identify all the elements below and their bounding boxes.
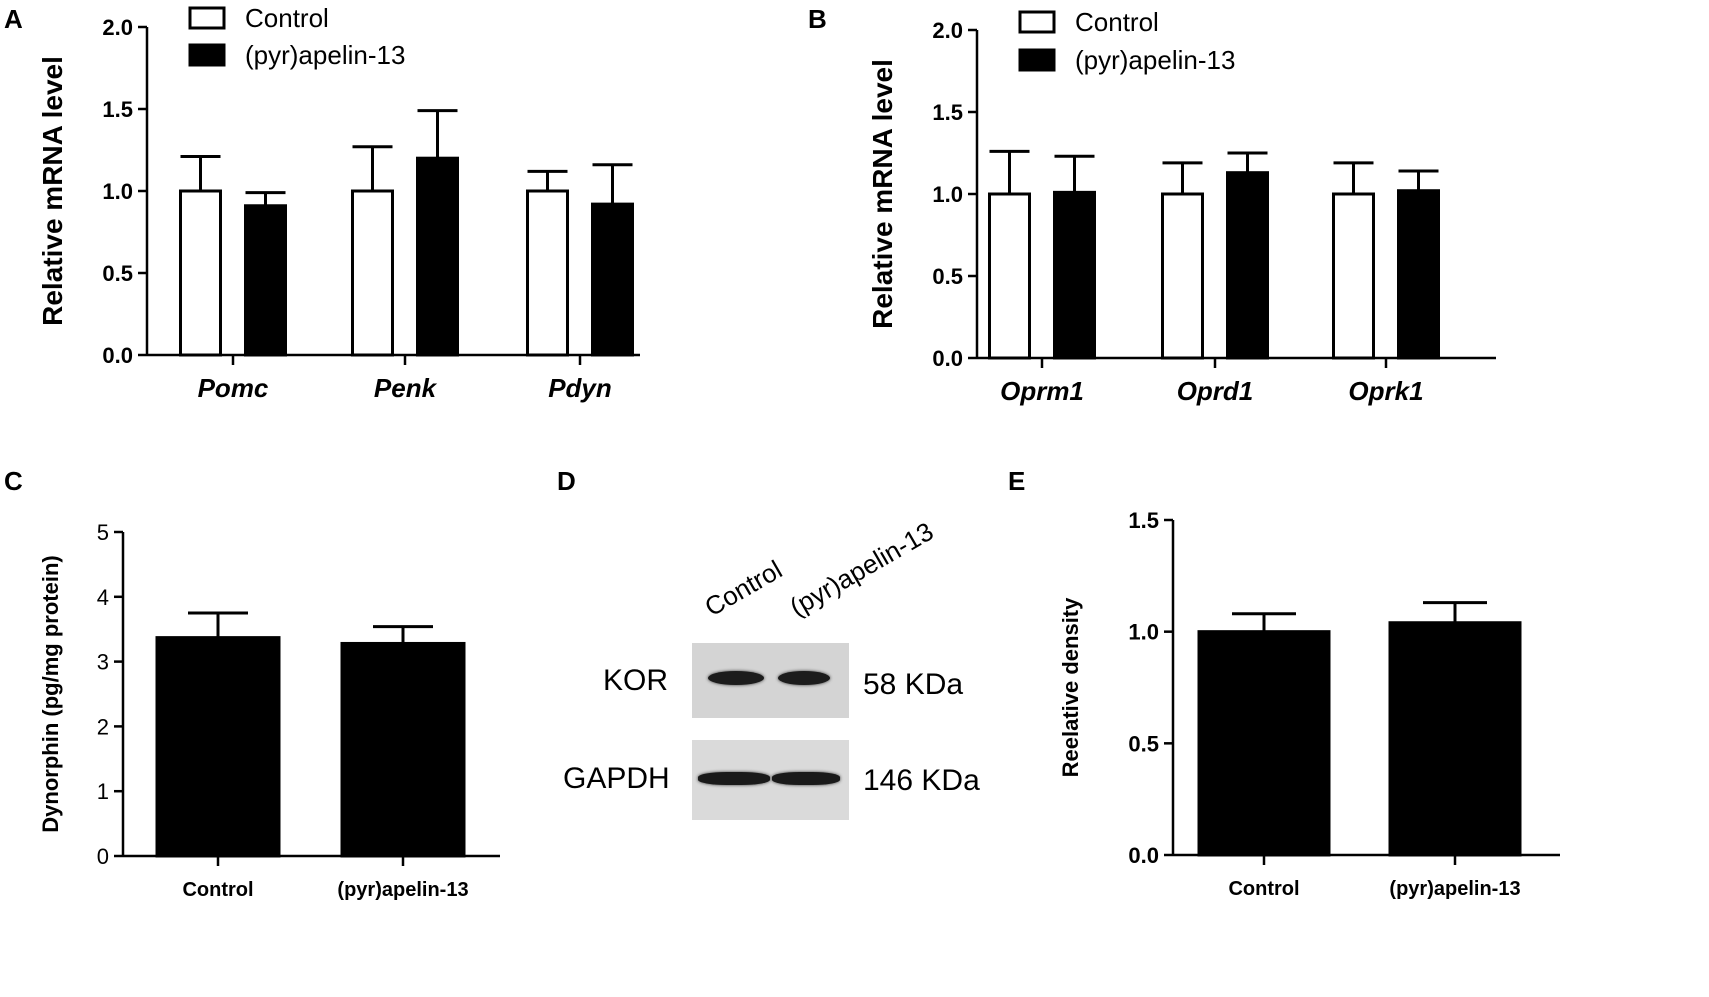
y-tick-label: 2.0	[102, 15, 133, 40]
y-tick-label: 1	[97, 779, 109, 804]
x-tick-label: Oprd1	[1177, 376, 1254, 406]
blot-protein-gapdh: GAPDH	[563, 762, 670, 795]
y-tick-label: 3	[97, 650, 109, 675]
x-tick-label: Control	[182, 879, 253, 901]
bar	[416, 156, 459, 357]
y-tick-label: 5	[97, 520, 109, 545]
x-tick-label: Oprk1	[1348, 376, 1423, 406]
y-tick-label: 0.5	[1128, 731, 1159, 756]
chart-b: 0.0 0.5 1.0 1.5 2.0 Relative mRNA level Oprm1 O…	[867, 7, 1496, 406]
y-tick-label: 1.0	[1128, 620, 1159, 645]
bar	[340, 641, 466, 858]
chart-e: 0.0 0.5 1.0 1.5 Reelative density Control (pyr…	[1058, 508, 1560, 900]
x-tick-label: (pyr)apelin-13	[1389, 878, 1520, 900]
y-tick-label: 0.5	[102, 261, 133, 286]
legend-label: Control	[245, 3, 329, 33]
y-tick-label: 1.0	[932, 182, 963, 207]
lane-label-apelin: (pyr)apelin-13	[784, 515, 939, 623]
y-axis-label: Relative mRNA level	[867, 59, 898, 329]
panel-letter-b: B	[808, 4, 827, 34]
legend-swatch	[188, 6, 226, 30]
legend-label: (pyr)apelin-13	[1075, 45, 1235, 75]
panel-letter-a: A	[4, 4, 23, 34]
x-tick-label: Pomc	[198, 373, 269, 403]
bar	[244, 204, 287, 357]
legend-swatch	[1018, 48, 1056, 72]
x-tick-label: Pdyn	[548, 373, 612, 403]
bar	[1161, 192, 1204, 360]
blot-band-gapdh-control	[698, 772, 770, 785]
blot-band-kor-apelin	[778, 671, 830, 685]
blot-band-kor-control	[708, 671, 764, 685]
bar	[1197, 630, 1331, 857]
x-tick-label: Oprm1	[1000, 376, 1084, 406]
x-tick-label: (pyr)apelin-13	[337, 879, 468, 901]
bar	[1226, 171, 1269, 360]
bar	[1332, 192, 1375, 360]
legend-swatch	[1018, 10, 1056, 34]
panel-letter-c: C	[4, 466, 23, 496]
y-tick-label: 0.0	[102, 343, 133, 368]
blot-protein-kor: KOR	[603, 664, 669, 697]
y-axis-label: Dynorphin (pg/mg protein)	[38, 555, 63, 832]
panel-letter-d: D	[557, 466, 576, 496]
x-tick-label: Penk	[374, 373, 438, 403]
y-tick-label: 4	[97, 585, 109, 610]
bar	[591, 202, 634, 357]
y-tick-label: 1.5	[1128, 508, 1159, 533]
bar	[155, 636, 281, 858]
y-tick-label: 0.5	[932, 264, 963, 289]
y-tick-label: 0	[97, 844, 109, 869]
bar	[988, 192, 1031, 360]
blot-band-gapdh-apelin	[772, 772, 840, 785]
blot-size-kor: 58 KDa	[863, 668, 964, 701]
lane-label-control: Control	[699, 554, 788, 623]
panel-letter-e: E	[1008, 466, 1026, 496]
y-axis-label: Relative mRNA level	[37, 56, 68, 326]
bar	[351, 189, 394, 357]
blot-size-gapdh: 146 KDa	[863, 764, 980, 797]
legend-label: Control	[1075, 7, 1159, 37]
y-tick-label: 1.5	[932, 100, 963, 125]
western-blot-panel: Control (pyr)apelin-13 KOR 58 KDa GAPDH …	[555, 500, 1005, 840]
bar	[179, 189, 222, 357]
y-tick-label: 2.0	[932, 18, 963, 43]
x-tick-label: Control	[1228, 878, 1299, 900]
bar	[1053, 190, 1096, 360]
y-tick-label: 1.5	[102, 97, 133, 122]
chart-a: 0.0 0.5 1.0 1.5 2.0 Relative mRNA level Pomc Pe…	[37, 3, 640, 403]
y-tick-label: 0.0	[932, 346, 963, 371]
chart-c: 0 1 2 3 4 5 Dynorphin (pg/mg protein) Control (p…	[38, 520, 500, 901]
bar	[1397, 189, 1440, 360]
bar	[526, 189, 569, 357]
legend-label: (pyr)apelin-13	[245, 40, 405, 70]
blot-strip-kor	[692, 643, 849, 718]
y-tick-label: 0.0	[1128, 843, 1159, 868]
y-tick-label: 1.0	[102, 179, 133, 204]
blot-strip-gapdh	[692, 740, 849, 820]
y-axis-label: Reelative density	[1058, 597, 1083, 778]
bar	[1388, 621, 1522, 857]
legend-swatch	[188, 43, 226, 67]
y-tick-label: 2	[97, 714, 109, 739]
